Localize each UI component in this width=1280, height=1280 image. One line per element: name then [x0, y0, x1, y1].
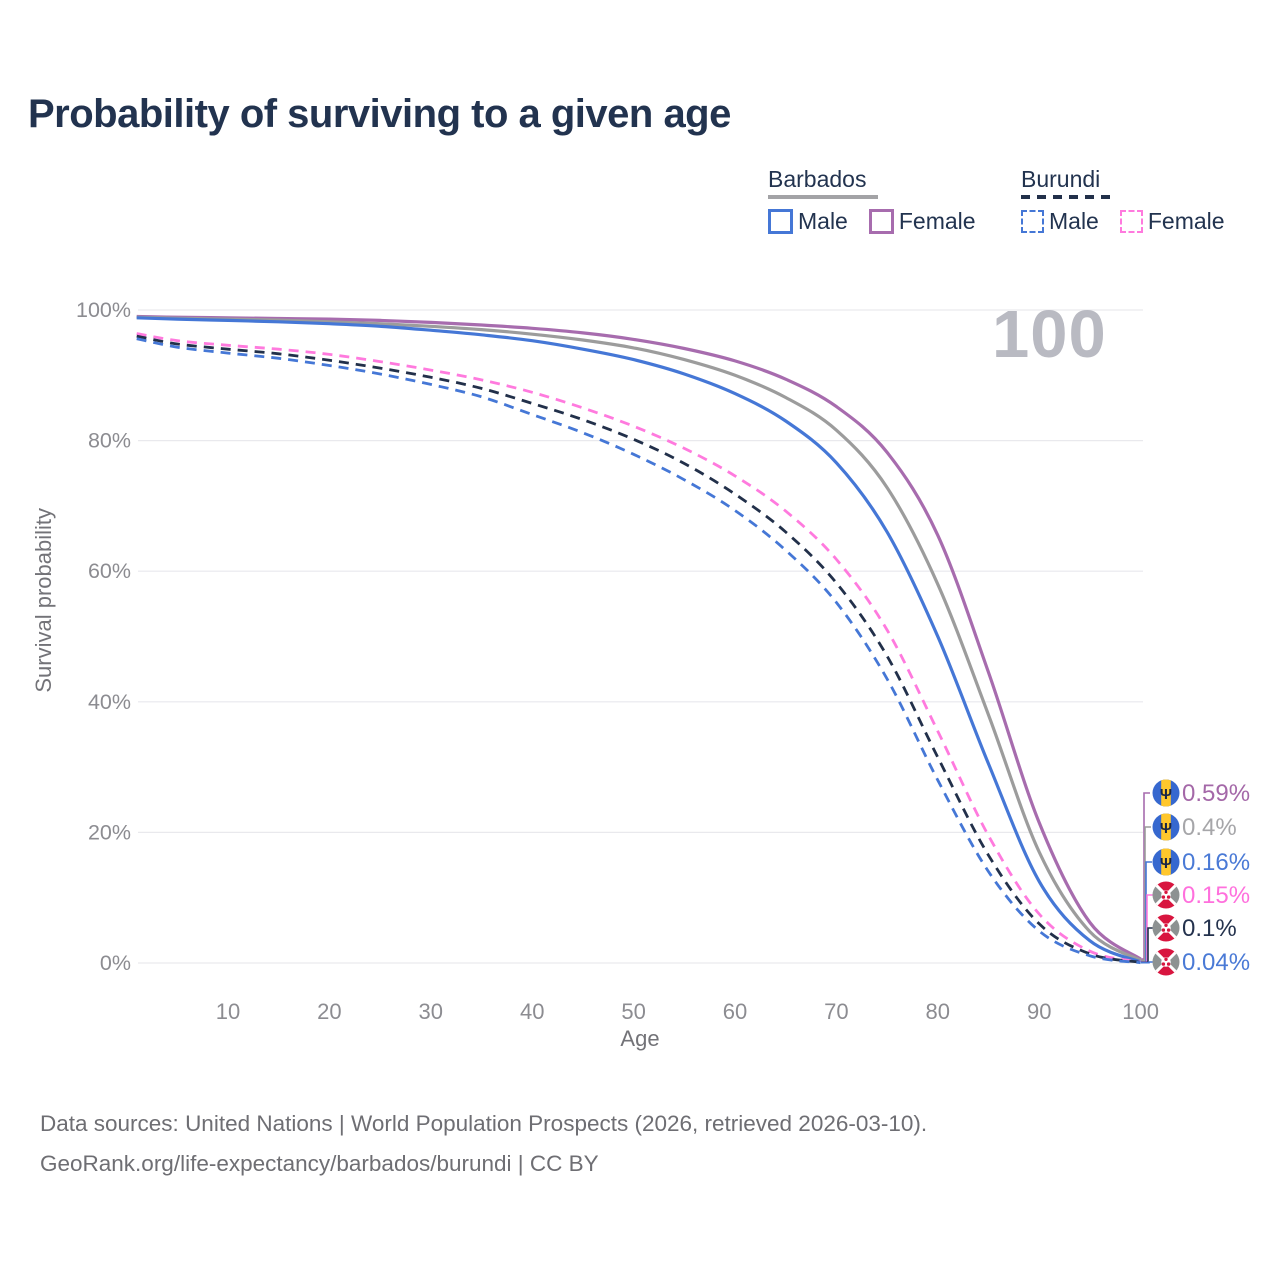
end-connector-burundi-male [1141, 961, 1155, 964]
end-value-label-burundi-both-sexes: 0.1% [1182, 915, 1237, 942]
x-tick-label: 80 [926, 999, 950, 1024]
end-connector-barbados-female [1141, 792, 1150, 960]
age-counter-watermark: 100 [992, 297, 1107, 372]
barbados-flag-icon: Ψ [1152, 813, 1180, 841]
legend-label: Male [1049, 208, 1099, 234]
burundi-flag-icon [1152, 948, 1180, 976]
y-tick-label: 0% [100, 951, 131, 975]
legend-underline-solid [768, 195, 878, 199]
x-tick-label: 30 [419, 999, 443, 1024]
end-value-label-barbados-male: 0.16% [1182, 849, 1250, 876]
end-value-label-barbados-female: 0.59% [1182, 780, 1250, 807]
end-connector-burundi-both-sexes [1141, 927, 1154, 964]
series-line-burundi-both-sexes [136, 334, 1141, 964]
footer: Data sources: United Nations | World Pop… [40, 1104, 927, 1184]
end-value-label-barbados-both-sexes: 0.4% [1182, 814, 1237, 841]
legend-swatch-burundi-male [1021, 210, 1044, 233]
x-tick-label: 90 [1027, 999, 1051, 1024]
x-tick-label: 20 [317, 999, 341, 1024]
series-line-barbados-male [136, 316, 1142, 964]
legend-group-barbados: Barbados Male Female [768, 166, 976, 235]
y-tick-label: 60% [88, 559, 131, 583]
legend-label: Female [1147, 208, 1225, 234]
end-connector-barbados-both-sexes [1141, 826, 1151, 962]
legend-item-burundi-male[interactable]: Male [1021, 208, 1099, 235]
end-value-label-burundi-female: 0.15% [1182, 882, 1250, 909]
series-line-barbados-both-sexes [136, 315, 1142, 962]
y-tick-label: 80% [88, 429, 131, 453]
data-sources-line: Data sources: United Nations | World Pop… [40, 1111, 928, 1136]
x-tick-label: 50 [621, 999, 645, 1024]
legend-country-barbados[interactable]: Barbados [768, 166, 867, 192]
y-axis-title: Survival probability [31, 508, 56, 693]
legend-country-burundi[interactable]: Burundi [1021, 166, 1101, 192]
legend-underline-dashed [1021, 195, 1113, 199]
series-line-barbados-female [136, 314, 1142, 961]
legend-item-barbados-female[interactable]: Female [868, 208, 976, 235]
legend-label: Female [898, 208, 976, 234]
y-tick-label: 40% [88, 690, 131, 714]
x-tick-label: 10 [216, 999, 240, 1024]
page-title: Probability of surviving to a given age [28, 92, 731, 136]
svg-text:Ψ: Ψ [1160, 786, 1172, 803]
barbados-flag-icon: Ψ [1152, 779, 1180, 807]
series-line-burundi-female [136, 332, 1141, 964]
legend-item-burundi-female[interactable]: Female [1119, 208, 1225, 235]
legend-item-barbados-male[interactable]: Male [768, 208, 848, 235]
barbados-flag-icon: Ψ [1152, 848, 1180, 876]
y-tick-label: 100% [76, 298, 131, 322]
y-tick-label: 20% [88, 820, 131, 844]
x-axis-title: Age [620, 1026, 660, 1051]
x-tick-label: 100 [1122, 999, 1159, 1024]
burundi-flag-icon [1152, 914, 1180, 942]
legend-swatch-barbados-male [768, 209, 793, 234]
x-tick-label: 70 [824, 999, 848, 1024]
series-line-burundi-male [136, 337, 1141, 965]
legend-group-burundi: Burundi Male Female [1021, 166, 1225, 235]
x-tick-label: 60 [723, 999, 747, 1024]
burundi-flag-icon [1152, 881, 1180, 909]
legend-swatch-barbados-female [868, 209, 894, 234]
legend-label: Male [798, 208, 848, 234]
end-value-label-burundi-male: 0.04% [1182, 949, 1250, 976]
attribution-line: GeoRank.org/life-expectancy/barbados/bur… [40, 1151, 599, 1176]
svg-text:Ψ: Ψ [1160, 820, 1172, 837]
legend-swatch-burundi-female [1119, 210, 1143, 233]
x-tick-label: 40 [520, 999, 544, 1024]
svg-text:Ψ: Ψ [1160, 855, 1172, 872]
